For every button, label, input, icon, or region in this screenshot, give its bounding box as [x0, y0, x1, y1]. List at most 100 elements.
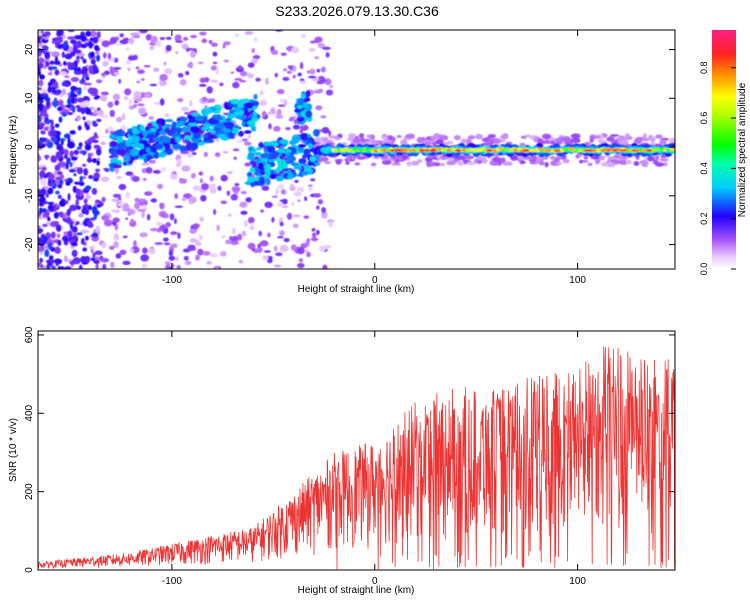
spectrogram-cell	[226, 171, 233, 175]
spectrogram-cell	[312, 129, 321, 137]
spectrogram-cell	[57, 170, 63, 176]
spectrogram-cell	[641, 137, 650, 142]
spectrogram-cell	[222, 150, 229, 154]
spectrogram-cell	[56, 32, 63, 37]
spectrogram-cell	[226, 190, 231, 196]
spectrogram-cell	[562, 158, 570, 164]
spectrogram-cell	[198, 234, 203, 241]
spectrogram-cell	[79, 102, 85, 108]
spectrogram-cell	[315, 37, 320, 44]
spectrogram-cell	[422, 140, 432, 145]
spectrogram-cell	[122, 260, 131, 266]
spectrogram-cell	[78, 142, 83, 148]
spectrogram-cell	[116, 147, 126, 156]
spectrogram-cell	[84, 140, 93, 146]
spectrogram-cell	[69, 39, 77, 44]
spectrogram-cell	[137, 209, 146, 212]
spectrogram-cell	[82, 116, 86, 121]
spectrogram-cell	[91, 232, 99, 238]
spectrogram-cell	[50, 155, 58, 163]
spectrogram-cell	[38, 79, 44, 87]
spectrogram-cell	[258, 176, 265, 185]
spectrogram-cell	[209, 175, 214, 182]
spectrogram-cell	[54, 190, 60, 195]
spectrogram-cell	[95, 147, 102, 156]
spectrogram-cell	[119, 33, 125, 38]
spectrogram-cell	[662, 161, 668, 167]
spectrogram-cell	[208, 39, 213, 44]
spectrogram-cell	[137, 103, 145, 107]
spectrogram-cell	[293, 166, 302, 170]
spectrogram-cell	[234, 115, 243, 120]
spectrogram-cell	[594, 134, 601, 140]
spectrogram-cell	[67, 112, 74, 116]
spectrogram-x-label: Height of straight line (km)	[298, 284, 415, 295]
spectrogram-cell	[201, 96, 208, 102]
spectrogram-cell	[500, 134, 509, 140]
spectrogram-cell	[144, 93, 151, 98]
spectrogram-cell	[235, 140, 244, 143]
spectrogram-cell	[290, 244, 297, 251]
spectrogram-cell	[291, 202, 295, 206]
spectrogram-cell	[293, 119, 298, 125]
spectrogram-cell	[502, 161, 513, 166]
snr-frame	[37, 330, 676, 571]
spectrogram-cell	[80, 107, 86, 115]
spectrogram-cell	[197, 142, 205, 146]
spectrogram-cell	[587, 162, 593, 167]
spectrogram-cell	[55, 224, 62, 232]
spectrogram-cell	[280, 189, 287, 195]
spectrogram-cell	[229, 109, 234, 115]
spectrogram-cell	[310, 178, 316, 182]
spectrogram-cell	[297, 97, 305, 106]
spectrogram-cell	[47, 261, 52, 266]
spectrogram-cell	[275, 188, 279, 196]
spectrogram-cell	[359, 137, 365, 142]
spectrogram-cell	[253, 93, 258, 100]
spectrogram-cell	[263, 250, 272, 253]
spectrogram-cell	[154, 242, 164, 245]
spectrogram-cell	[606, 136, 615, 142]
spectrogram-cell	[589, 134, 597, 140]
spectrogram-cell	[50, 246, 56, 252]
spectrogram-cell	[65, 181, 71, 186]
spectrogram-cell	[38, 207, 43, 215]
spectrogram-cell	[64, 266, 72, 269]
spectrogram-cell	[223, 41, 231, 46]
spectrogram-cell	[58, 116, 63, 123]
spectrogram-cell	[113, 241, 119, 249]
spectrogram-cell	[612, 159, 622, 165]
spectrogram-cell	[669, 137, 675, 144]
spectrogram-cell	[49, 60, 55, 65]
spectrogram-cell	[554, 149, 561, 152]
spectrogram-cell	[103, 219, 113, 227]
spectrogram-cell	[163, 213, 169, 219]
spectrogram-cell	[144, 143, 151, 149]
spectrogram-cell	[270, 142, 280, 147]
spectrogram-cell	[38, 30, 42, 37]
spectrogram-cell	[55, 151, 63, 159]
spectrogram-cell	[207, 98, 216, 103]
spectrogram-cell	[123, 154, 130, 162]
spectrogram-cell	[109, 36, 118, 45]
spectrogram-cell	[115, 135, 122, 140]
spectrogram-cell	[285, 151, 290, 156]
spectrogram-cell	[38, 111, 41, 116]
spectrogram-cell	[416, 159, 423, 164]
spectrogram-cell	[260, 209, 265, 213]
spectrogram-cell	[307, 139, 314, 145]
spectrogram-cell	[333, 136, 341, 141]
spectrogram-cell	[92, 252, 96, 258]
spectrogram-cell	[80, 56, 84, 60]
spectrogram-cell	[40, 178, 47, 186]
spectrogram-cell	[153, 67, 160, 73]
spectrogram-cell	[67, 98, 72, 105]
spectrogram-cell	[129, 218, 135, 224]
spectrogram-cell	[65, 217, 72, 224]
spectrogram-cell	[118, 78, 122, 84]
spectrogram-cell	[445, 157, 455, 161]
spectrogram-cell	[630, 149, 637, 152]
spectrogram-cell	[38, 237, 42, 244]
spectrogram-cell	[55, 89, 62, 94]
spectrogram-cell	[137, 198, 147, 202]
